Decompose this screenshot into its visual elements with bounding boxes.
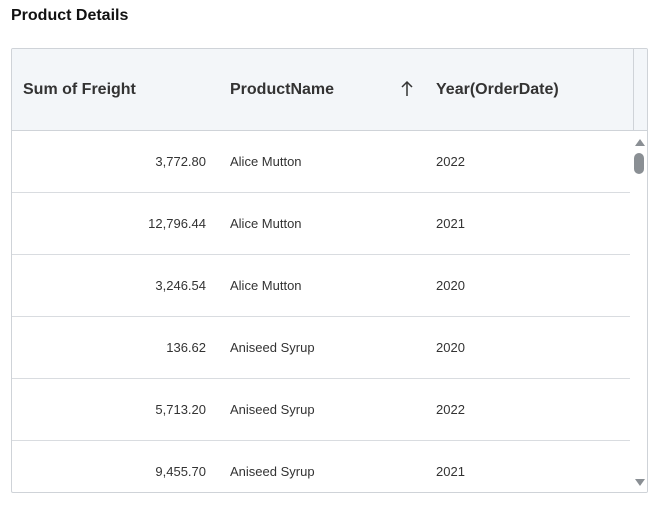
product-details-table: Sum of Freight ProductName Year(OrderDat… xyxy=(11,48,648,493)
year-cell: 2020 xyxy=(436,278,465,293)
year-cell: 2022 xyxy=(436,154,465,169)
column-header-year-orderdate[interactable]: Year(OrderDate) xyxy=(436,81,559,98)
year-cell: 2021 xyxy=(436,216,465,231)
table-row[interactable]: 5,713.20 Aniseed Syrup 2022 xyxy=(12,379,630,441)
table-row[interactable]: 9,455.70 Aniseed Syrup 2021 xyxy=(12,441,630,492)
freight-cell: 5,713.20 xyxy=(155,402,206,417)
freight-cell: 12,796.44 xyxy=(148,216,206,231)
vertical-scrollbar[interactable] xyxy=(633,131,647,492)
product-name-cell: Aniseed Syrup xyxy=(230,340,315,355)
freight-cell: 136.62 xyxy=(166,340,206,355)
header-corner xyxy=(633,49,647,131)
product-name-cell: Aniseed Syrup xyxy=(230,402,315,417)
arrow-up-icon[interactable] xyxy=(400,79,414,99)
year-cell: 2022 xyxy=(436,402,465,417)
scroll-thumb[interactable] xyxy=(634,153,644,174)
product-name-cell: Alice Mutton xyxy=(230,154,302,169)
table-row[interactable]: 12,796.44 Alice Mutton 2021 xyxy=(12,193,630,255)
freight-cell: 3,772.80 xyxy=(155,154,206,169)
column-header-sum-of-freight[interactable]: Sum of Freight xyxy=(23,81,136,98)
table-row[interactable]: 3,246.54 Alice Mutton 2020 xyxy=(12,255,630,317)
freight-cell: 3,246.54 xyxy=(155,278,206,293)
freight-cell: 9,455.70 xyxy=(155,464,206,479)
year-cell: 2020 xyxy=(436,340,465,355)
widget-title: Product Details xyxy=(11,7,129,24)
table-body: 3,772.80 Alice Mutton 2022 12,796.44 Ali… xyxy=(12,131,630,492)
column-header-product-name[interactable]: ProductName xyxy=(230,81,335,98)
table-row[interactable]: 3,772.80 Alice Mutton 2022 xyxy=(12,131,630,193)
scroll-down-icon[interactable] xyxy=(635,479,645,486)
year-cell: 2021 xyxy=(436,464,465,479)
product-name-cell: Alice Mutton xyxy=(230,216,302,231)
table-header: Sum of Freight ProductName Year(OrderDat… xyxy=(12,49,633,131)
product-name-cell: Aniseed Syrup xyxy=(230,464,315,479)
scroll-up-icon[interactable] xyxy=(635,139,645,146)
table-row[interactable]: 136.62 Aniseed Syrup 2020 xyxy=(12,317,630,379)
product-name-cell: Alice Mutton xyxy=(230,278,302,293)
